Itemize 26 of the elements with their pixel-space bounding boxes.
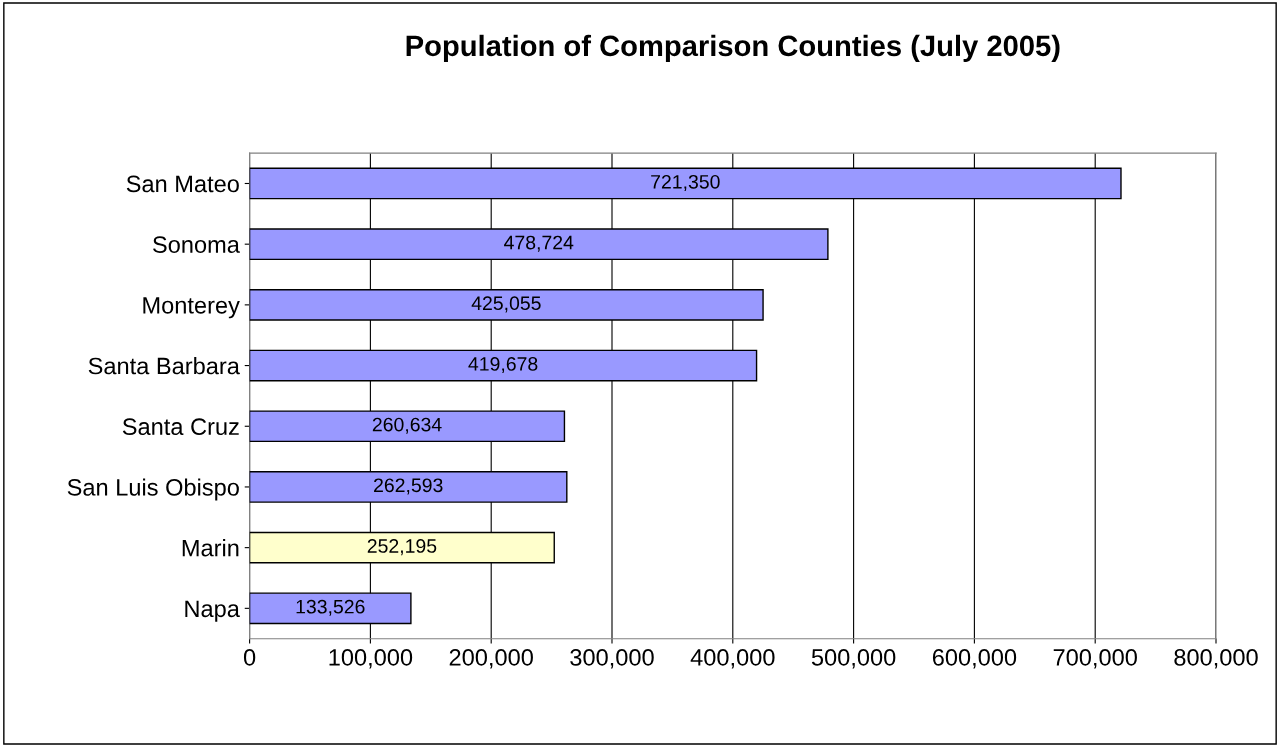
data-label: 419,678 [468, 357, 538, 374]
data-label: 262,593 [374, 478, 443, 495]
x-tick-label: 400,000 [690, 649, 775, 669]
x-tick-label: 100,000 [329, 649, 413, 669]
x-tick-label: 0 [243, 649, 256, 666]
data-label: 133,526 [296, 599, 365, 616]
y-tick-label: Santa Cruz [122, 418, 239, 436]
x-tick-label: 300,000 [570, 649, 654, 669]
y-tick-label: Sonoma [153, 236, 240, 253]
y-tick-label: Napa [185, 600, 240, 622]
data-label: 425,055 [471, 296, 541, 313]
x-tick-label: 800,000 [1174, 649, 1258, 669]
chart-title: Population of Comparison Counties (July 2005) [406, 34, 1060, 62]
data-label: 260,634 [372, 417, 442, 434]
data-label: 478,724 [504, 235, 574, 252]
x-tick-label: 500,000 [811, 649, 896, 669]
y-tick-label: Marin [182, 539, 239, 557]
y-tick-label: San Mateo [126, 175, 239, 193]
data-label: 721,350 [651, 174, 720, 191]
data-label: 252,195 [367, 539, 437, 556]
y-tick-label: Santa Barbara [88, 357, 240, 375]
y-tick-label: San Luis Obispo [67, 478, 239, 501]
x-tick-label: 200,000 [449, 649, 533, 669]
x-tick-label: 700,000 [1053, 649, 1137, 669]
y-tick-label: Monterey [143, 297, 240, 319]
x-tick-label: 600,000 [932, 649, 1017, 669]
